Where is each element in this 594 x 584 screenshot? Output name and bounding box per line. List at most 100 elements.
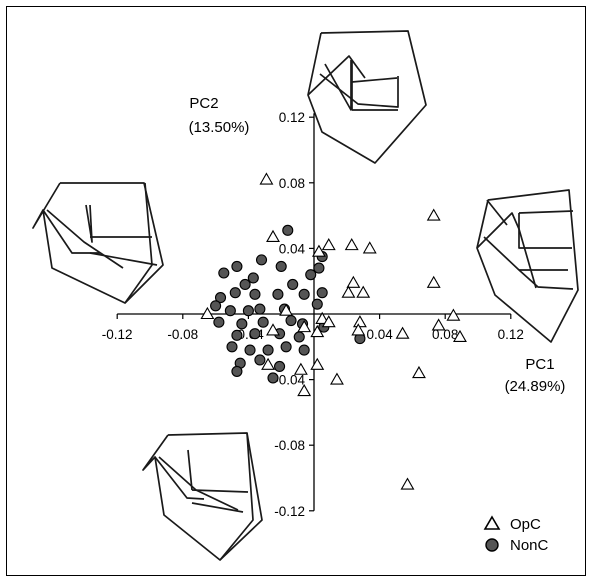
opc-point — [311, 244, 326, 257]
nonc-point — [249, 328, 261, 340]
x-tick-label: 0.08 — [432, 327, 458, 342]
shape-diagram-stroke — [486, 199, 508, 226]
nonc-point — [224, 305, 236, 317]
shape-diagram-stroke — [89, 252, 158, 266]
nonc-point — [254, 354, 266, 366]
shape-diagrams — [32, 30, 579, 561]
opc-point — [293, 362, 308, 375]
opc-point — [362, 241, 377, 254]
opc-point — [315, 311, 330, 324]
nonc-point — [280, 341, 292, 353]
opc-point — [259, 172, 274, 185]
opc-point — [356, 285, 371, 298]
shape-diagram-stroke — [158, 456, 239, 511]
shape-diagram-stroke — [307, 30, 427, 164]
y-tick-label: 0.12 — [279, 110, 305, 125]
nonc-point — [267, 372, 279, 384]
shape-diagram-stroke — [191, 502, 244, 513]
opc-point — [321, 315, 336, 328]
opc-point — [279, 303, 294, 316]
nonc-point — [218, 267, 230, 279]
opc-point — [321, 238, 336, 251]
x-tick-label: -0.12 — [102, 327, 133, 342]
opc-point — [330, 372, 344, 385]
opc-point — [341, 285, 356, 298]
shape-diagram-stroke — [85, 204, 93, 243]
opc-point — [453, 329, 467, 343]
opc-point — [426, 208, 441, 221]
nonc-point — [275, 260, 287, 272]
opc-point — [266, 229, 280, 242]
nonc-point — [255, 254, 268, 266]
opc-point — [412, 365, 426, 379]
legend-marker-opc — [483, 515, 501, 530]
nonc-point — [282, 224, 294, 236]
nonc-point — [316, 287, 328, 299]
nonc-point — [213, 316, 225, 328]
nonc-point — [214, 292, 227, 304]
shape-diagram-bottom — [142, 432, 263, 561]
opc-point — [297, 383, 312, 397]
shape-diagram-left — [32, 182, 164, 304]
nonc-point — [231, 260, 243, 272]
nonc-point — [257, 316, 269, 328]
nonc-point — [249, 288, 261, 300]
shape-diagram-stroke — [32, 182, 164, 304]
shape-diagram-stroke — [324, 60, 352, 111]
nonc-point — [298, 288, 310, 300]
nonc-point — [274, 360, 286, 373]
shape-diagram-stroke — [187, 449, 193, 491]
x-axis-label: PC1 — [525, 356, 554, 373]
x-tick-label: 0.12 — [498, 327, 524, 342]
nonc-point — [231, 365, 243, 377]
nonc-point — [285, 315, 297, 327]
opc-point — [261, 357, 276, 370]
nonc-point — [293, 331, 305, 343]
shape-diagram-stroke — [319, 73, 399, 108]
y-tick-label: -0.08 — [274, 438, 305, 453]
shape-diagram-stroke — [191, 489, 249, 493]
shape-diagram-stroke — [483, 236, 574, 290]
chart-frame — [6, 6, 586, 576]
nonc-point — [242, 305, 254, 317]
opc-point — [310, 324, 325, 338]
opc-point — [346, 275, 361, 288]
nonc-point — [311, 298, 323, 310]
nonc-point — [272, 288, 284, 300]
nonc-point — [287, 278, 299, 291]
opc-point — [266, 323, 280, 336]
nonc-point — [229, 287, 241, 299]
shape-diagram-stroke — [307, 55, 366, 96]
nonc-point — [236, 318, 248, 330]
legend-label-nonc: NonC — [510, 537, 549, 554]
shape-diagram-stroke — [476, 212, 537, 289]
nonc-point — [244, 344, 256, 356]
axes — [116, 113, 512, 512]
nonc-point — [298, 344, 310, 356]
legend-marker-nonc — [485, 538, 499, 552]
shape-diagram-stroke — [124, 182, 153, 304]
nonc-point — [210, 300, 222, 312]
x-tick-label: 0.04 — [366, 327, 393, 342]
nonc-point — [305, 269, 317, 281]
opc-point — [351, 323, 366, 336]
opc-point — [446, 308, 461, 321]
opc-point — [352, 315, 367, 328]
legend: OpC NonC — [483, 515, 549, 554]
shape-diagram-stroke — [142, 432, 263, 561]
shape-diagram-top — [307, 30, 427, 164]
x-tick-label: -0.08 — [167, 327, 198, 342]
nonc-point — [239, 278, 251, 291]
shape-diagram-stroke — [351, 77, 398, 83]
data-points — [200, 172, 467, 490]
nonc-point — [226, 341, 238, 353]
y-tick-label: 0.04 — [279, 241, 306, 256]
opc-point — [344, 238, 359, 251]
opc-point — [426, 275, 441, 288]
y-tick-label: 0.08 — [279, 176, 305, 191]
shape-diagram-stroke — [46, 209, 124, 269]
y-tick-label: -0.04 — [274, 373, 305, 388]
opc-point — [400, 477, 415, 490]
nonc-point — [313, 262, 325, 274]
